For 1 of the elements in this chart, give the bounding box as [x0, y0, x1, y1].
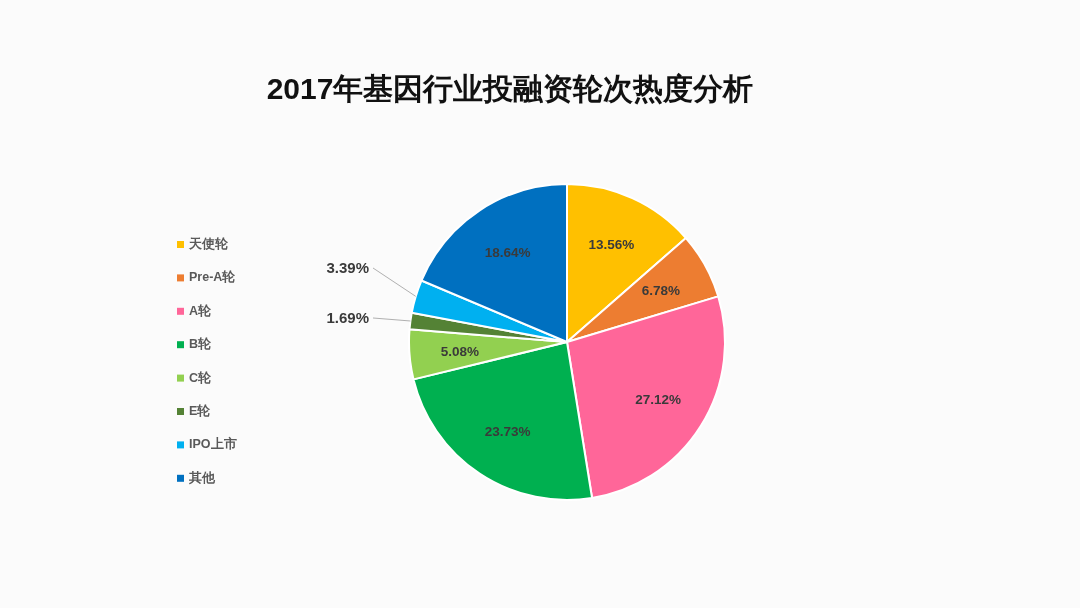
title: 2017年基因行业投融资轮次热度分析 [266, 72, 754, 105]
